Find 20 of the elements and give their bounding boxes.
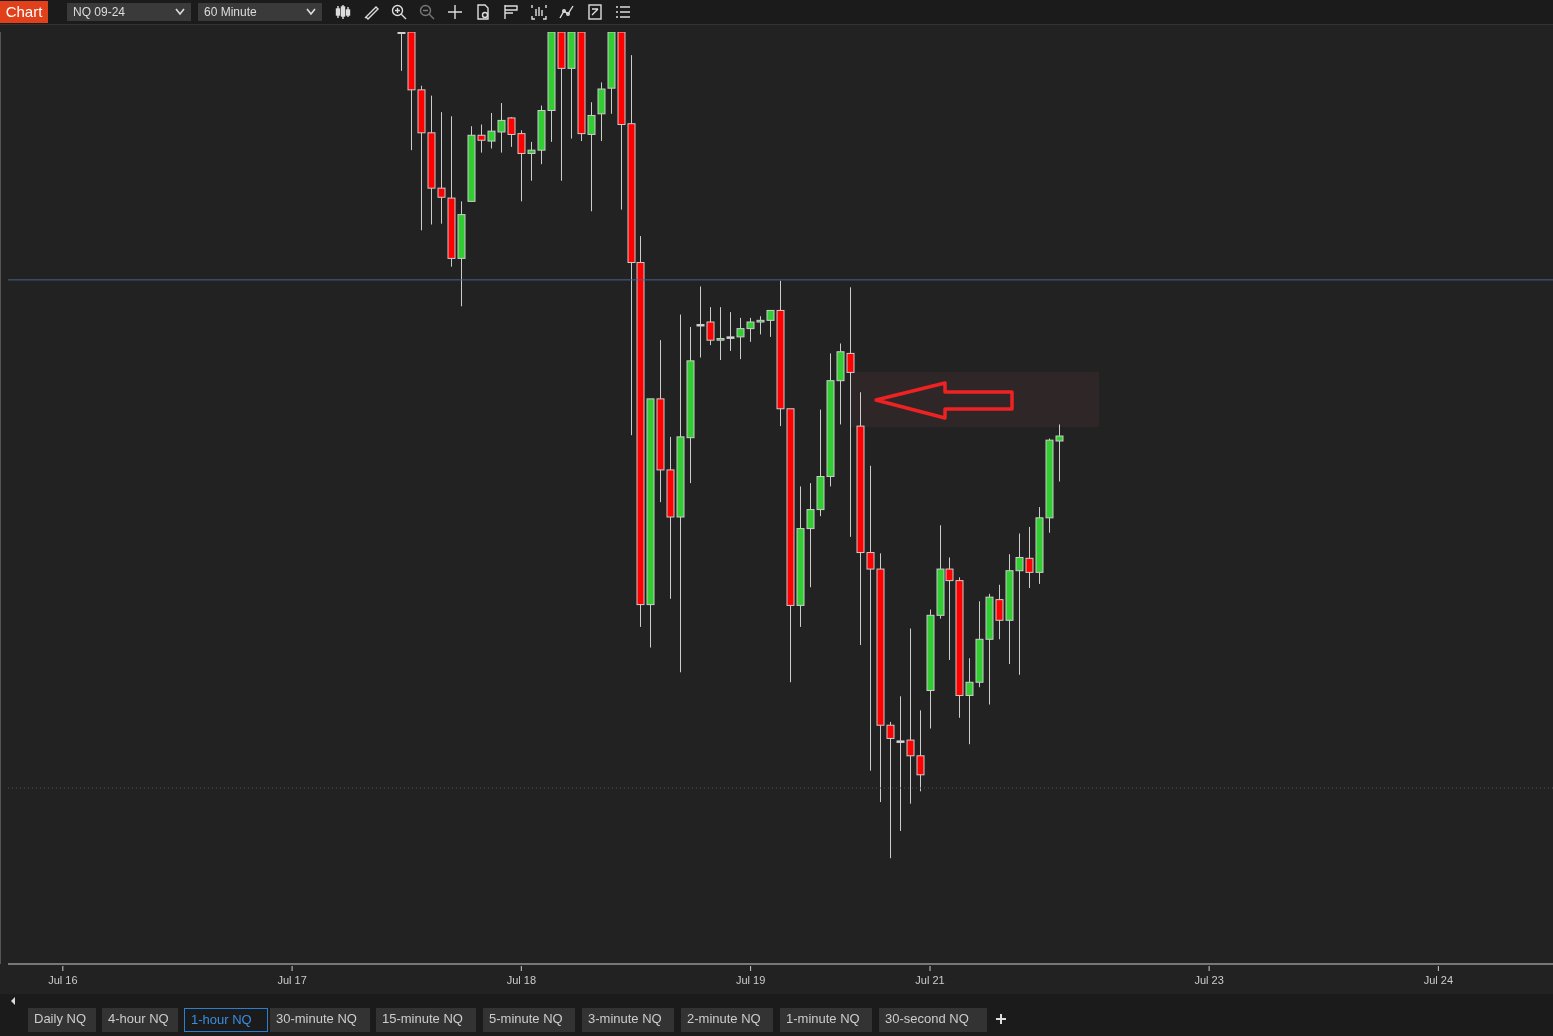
text: 5-minute NQ [483, 1008, 575, 1032]
x-tick-label: Jul 18 [506, 974, 537, 986]
x-tick-label: Jul 16 [48, 974, 78, 986]
text: 30-second NQ [879, 1008, 987, 1032]
x-tick-label: Jul 21 [915, 974, 945, 986]
x-tick-label: Jul 17 [277, 974, 307, 986]
text: Chart [0, 1, 48, 23]
text: 4-hour NQ [102, 1008, 178, 1032]
text: 30-minute NQ [270, 1008, 370, 1032]
text: Daily NQ [28, 1008, 96, 1032]
x-tick-label: Jul 23 [1194, 974, 1224, 986]
x-tick-label: Jul 19 [735, 974, 766, 986]
text: 15-minute NQ [376, 1008, 476, 1032]
text: 2-minute NQ [681, 1008, 773, 1032]
text: NQ 09-24 [67, 3, 191, 21]
text: 1-hour NQ [184, 1008, 268, 1032]
text: 3-minute NQ [582, 1008, 674, 1032]
text: 1-minute NQ [780, 1008, 872, 1032]
text: 60 Minute [198, 3, 322, 21]
x-tick-label: Jul 24 [1423, 974, 1454, 986]
